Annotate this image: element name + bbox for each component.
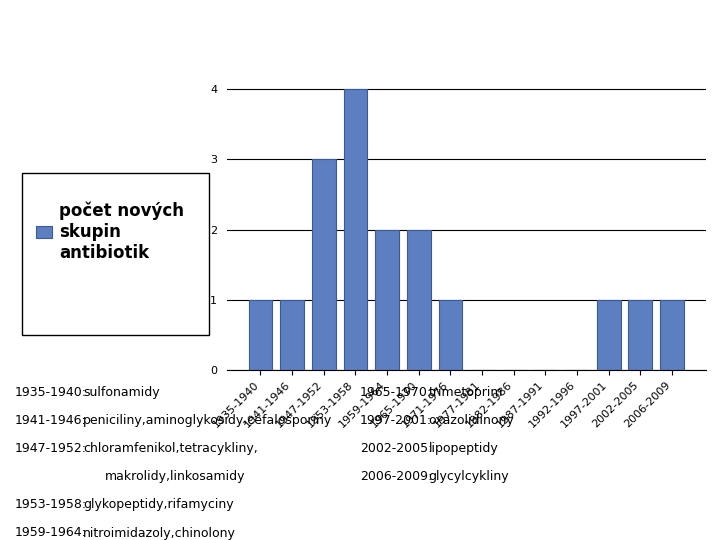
Text: 1947-1952:: 1947-1952: <box>14 442 86 455</box>
Bar <box>597 300 621 370</box>
Text: 2006-2009:: 2006-2009: <box>360 470 432 483</box>
Text: sulfonamidy: sulfonamidy <box>83 386 159 399</box>
Text: lipopeptidy: lipopeptidy <box>428 442 498 455</box>
Text: počet nových
skupin
antibiotik: počet nových skupin antibiotik <box>59 201 184 262</box>
Bar <box>629 300 652 370</box>
Text: 1941-1946:: 1941-1946: <box>14 414 86 427</box>
Text: oxazolidinony: oxazolidinony <box>428 414 514 427</box>
Bar <box>660 300 684 370</box>
Bar <box>343 89 367 370</box>
Text: 2002-2005:: 2002-2005: <box>360 442 433 455</box>
Text: chloramfenikol,tetracykliny,: chloramfenikol,tetracykliny, <box>83 442 258 455</box>
Bar <box>248 300 272 370</box>
Text: trimetoprim: trimetoprim <box>428 386 503 399</box>
Bar <box>280 300 304 370</box>
Bar <box>438 300 462 370</box>
Text: 1997-2001:: 1997-2001: <box>360 414 432 427</box>
Text: 1959-1964:: 1959-1964: <box>14 526 86 539</box>
Text: peniciliny,aminoglykosidy,cefalosporiny: peniciliny,aminoglykosidy,cefalosporiny <box>83 414 332 427</box>
Text: 1953-1958:: 1953-1958: <box>14 498 86 511</box>
Text: nitroimidazoly,chinolony: nitroimidazoly,chinolony <box>83 526 235 539</box>
Bar <box>312 159 336 370</box>
Text: 1935-1940:: 1935-1940: <box>14 386 86 399</box>
Text: makrolidy,linkosamidy: makrolidy,linkosamidy <box>104 470 245 483</box>
Bar <box>375 230 399 370</box>
Text: 1965-1970:: 1965-1970: <box>360 386 432 399</box>
Text: glykopeptidy,rifamyciny: glykopeptidy,rifamyciny <box>83 498 233 511</box>
Bar <box>407 230 431 370</box>
Text: glycylcykliny: glycylcykliny <box>428 470 509 483</box>
